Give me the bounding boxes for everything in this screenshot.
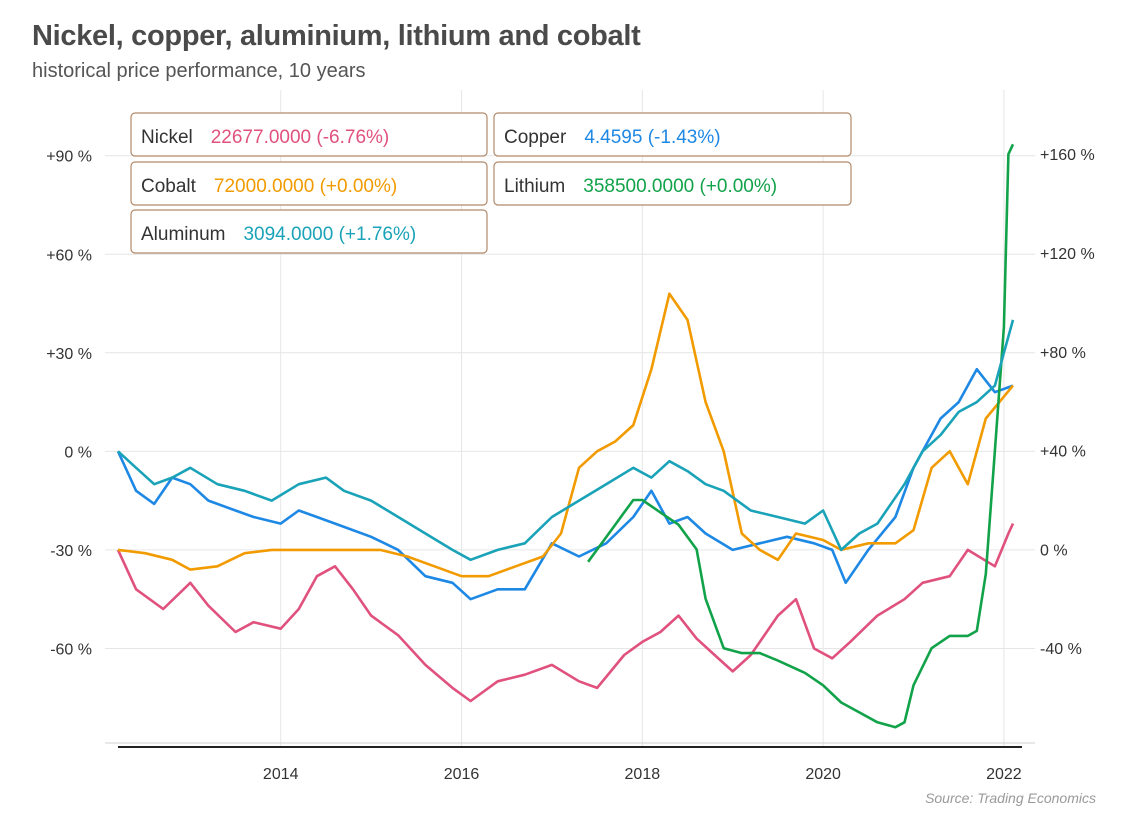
x-tick-label: 2016 (444, 766, 480, 783)
legend-value: 358500.0000 (+0.00%) (583, 176, 777, 197)
legend-item-aluminum: Aluminum 3094.0000 (+1.76%) (130, 209, 488, 254)
legend-name: Aluminum (141, 224, 225, 245)
y-right-tick-label: +40 % (1040, 444, 1086, 461)
legend-value: 22677.0000 (-6.76%) (211, 127, 390, 148)
y-left-tick-label: +60 % (46, 247, 92, 264)
legend-box (493, 161, 852, 206)
legend-name: Lithium (504, 176, 565, 197)
legend-item-nickel: Nickel 22677.0000 (-6.76%) (130, 112, 488, 157)
chart-subtitle: historical price performance, 10 years (32, 60, 366, 82)
axes: +90 % +60 % +30 % 0 % -30 % -60 % +160 % +120 %… (46, 147, 1095, 783)
chart-title: Nickel, copper, aluminium, lithium and c… (32, 20, 641, 52)
legend-box (493, 112, 852, 157)
y-right-tick-label: +120 % (1040, 246, 1095, 263)
series-line-copper (116, 367, 1014, 601)
y-left-tick-label: -30 % (50, 543, 92, 560)
y-right-tick-label: 0 % (1040, 542, 1068, 559)
x-tick-label: 2014 (263, 766, 299, 783)
y-left-tick-label: 0 % (64, 444, 92, 461)
y-left-tick-label: +90 % (46, 149, 92, 166)
legend-item-lithium: Lithium 358500.0000 (+0.00%) (493, 161, 852, 206)
series-line-cobalt (117, 292, 1015, 578)
y-left-tick-label: +30 % (46, 346, 92, 363)
x-tick-label: 2018 (625, 766, 661, 783)
x-tick-label: 2022 (986, 766, 1022, 783)
y-right-tick-label: +80 % (1040, 345, 1086, 362)
legend: Nickel 22677.0000 (-6.76%) Copper 4.4595 (-… (130, 112, 852, 254)
legend-value: 4.4595 (-1.43%) (584, 127, 720, 148)
series-lines (116, 143, 1015, 729)
legend-value: 72000.0000 (+0.00%) (214, 176, 397, 197)
legend-name: Nickel (141, 127, 193, 148)
y-left-tick-label: -60 % (50, 641, 92, 658)
source-note: Source: Trading Economics (925, 790, 1096, 806)
y-right-tick-label: -40 % (1040, 641, 1082, 658)
legend-value: 3094.0000 (+1.76%) (243, 224, 416, 245)
legend-item-copper: Copper 4.4595 (-1.43%) (493, 112, 852, 157)
legend-item-cobalt: Cobalt 72000.0000 (+0.00%) (130, 161, 488, 206)
series-line-lithium (587, 143, 1015, 729)
legend-name: Cobalt (141, 176, 197, 197)
legend-box (130, 209, 488, 254)
legend-name: Copper (504, 127, 567, 148)
y-right-tick-label: +160 % (1040, 147, 1095, 164)
series-line-nickel (116, 523, 1015, 703)
legend-box (130, 112, 488, 157)
x-tick-label: 2020 (805, 766, 841, 783)
series-line-aluminum (117, 319, 1015, 562)
legend-box (130, 161, 488, 206)
